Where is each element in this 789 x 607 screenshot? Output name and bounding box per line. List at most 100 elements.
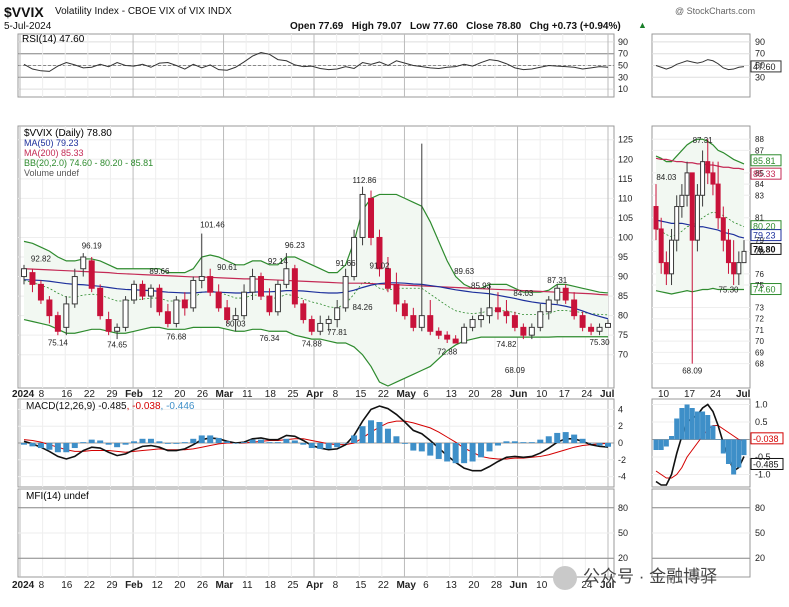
price-annotation: 89.63 bbox=[454, 267, 475, 276]
candle-down bbox=[376, 236, 383, 270]
zoom-price-value: 74.60 bbox=[753, 285, 776, 295]
candle-up bbox=[596, 326, 603, 332]
ma50-line bbox=[23, 279, 609, 320]
zoom-rsi-value-box bbox=[750, 60, 782, 73]
price-tick-label: 75 bbox=[618, 330, 628, 340]
macd-histogram-bar bbox=[274, 442, 281, 443]
rsi-line bbox=[23, 51, 609, 72]
candle-down bbox=[164, 311, 171, 324]
macd-histogram-bar bbox=[97, 440, 104, 443]
x-axis-label: Jun bbox=[510, 389, 528, 400]
macd-histogram-bar bbox=[571, 434, 578, 443]
zoom-price-value: 85.33 bbox=[753, 169, 776, 179]
x-axis-label-bottom: 24 bbox=[581, 580, 593, 591]
x-axis-label: 16 bbox=[61, 389, 73, 400]
macd-histogram-bar bbox=[605, 443, 611, 447]
rsi-tick-label: 50 bbox=[618, 61, 628, 71]
candle-down bbox=[181, 299, 188, 309]
x-axis-label-bottom: 22 bbox=[84, 580, 96, 591]
chart-header: $VVIX Volatility Index - CBOE VIX of VIX… bbox=[0, 0, 789, 34]
zoom-macd-tick-label: -1.0 bbox=[755, 470, 771, 480]
macd-histogram-bar bbox=[435, 443, 442, 459]
macd-tick-label: 0 bbox=[618, 438, 623, 448]
macd-histogram-bar bbox=[105, 443, 112, 445]
zoom-x-axis-label: 17 bbox=[684, 389, 696, 400]
x-axis-label-bottom: 22 bbox=[378, 580, 390, 591]
macd-histogram-bar bbox=[427, 443, 434, 456]
zoom-macd-histogram-bar bbox=[689, 408, 695, 440]
price-annotation: 96.19 bbox=[82, 241, 103, 250]
zoom-mfi-tick-label: 20 bbox=[755, 553, 765, 563]
price-tick-label: 80 bbox=[618, 311, 628, 321]
macd-histogram-bar bbox=[114, 443, 121, 448]
candle-up bbox=[359, 193, 366, 238]
zoom-macd-histogram-bar bbox=[694, 411, 700, 440]
zoom-price-value: 85.81 bbox=[753, 156, 776, 166]
price-annotation: 91.66 bbox=[336, 259, 357, 268]
macd-histogram-bar bbox=[156, 441, 163, 443]
price-annotation: 84.26 bbox=[353, 303, 374, 312]
price-annotation: 74.65 bbox=[107, 341, 128, 350]
zoom-macd-histogram-bar bbox=[741, 439, 747, 456]
x-axis-label: 12 bbox=[152, 389, 164, 400]
x-axis-label: 20 bbox=[174, 389, 186, 400]
candle-down bbox=[224, 307, 231, 321]
x-axis-label: 8 bbox=[39, 389, 45, 400]
zoom-macd-histogram-bar bbox=[736, 439, 742, 468]
candle-down bbox=[88, 260, 95, 289]
zoom-rsi-line bbox=[655, 59, 745, 71]
candle-down bbox=[571, 299, 578, 317]
macd-histogram-bar bbox=[224, 441, 231, 443]
zoom-macd-histogram-bar bbox=[705, 415, 711, 440]
macd-histogram-bar bbox=[173, 443, 180, 444]
candle-down bbox=[444, 334, 451, 340]
candle-down bbox=[384, 268, 391, 289]
rsi-tick-label: 90 bbox=[618, 37, 628, 47]
macd-histogram-bar bbox=[545, 436, 552, 443]
zoom-price-value-box bbox=[750, 283, 782, 296]
x-axis-label-bottom: 12 bbox=[152, 580, 164, 591]
candle-up bbox=[198, 276, 205, 281]
price-tick-label: 110 bbox=[618, 193, 632, 203]
candle-down bbox=[46, 299, 53, 317]
chart-date: 5-Jul-2024 bbox=[4, 21, 52, 32]
x-axis-label: 13 bbox=[446, 389, 458, 400]
candle-up bbox=[232, 315, 239, 321]
zoom-macd-histogram-bar bbox=[658, 439, 664, 450]
macd-histogram-bar bbox=[368, 420, 375, 443]
price-tick-label: 125 bbox=[618, 135, 633, 145]
zoom-macd-histogram-bar bbox=[710, 425, 716, 440]
macd-histogram-bar bbox=[351, 435, 358, 443]
zoom-price-value-box bbox=[750, 229, 782, 242]
watermark: 公众号 · 金融博驿 bbox=[553, 562, 717, 590]
ma200-line bbox=[23, 268, 609, 296]
x-axis-label: 15 bbox=[355, 389, 367, 400]
zoom-price-value-box bbox=[750, 167, 782, 180]
price-legend-ma200: MA(200) 85.33 bbox=[24, 148, 84, 158]
price-tick-label: 115 bbox=[618, 174, 632, 184]
x-axis-label: May bbox=[396, 389, 416, 400]
candle-down bbox=[410, 315, 417, 328]
zoom-macd-histogram-bar bbox=[674, 418, 680, 440]
x-axis-label-bottom: 8 bbox=[333, 580, 339, 591]
price-tick-label: 70 bbox=[618, 350, 628, 360]
candle-up bbox=[351, 236, 358, 278]
zoom-macd-histogram-bar bbox=[663, 439, 669, 447]
macd-histogram-bar bbox=[300, 443, 307, 445]
zoom-price-tick-label: 87 bbox=[755, 146, 764, 155]
candle-down bbox=[105, 319, 112, 332]
macd-histogram-bar bbox=[401, 443, 408, 444]
x-axis-label: Feb bbox=[125, 389, 143, 400]
candle-up bbox=[21, 268, 27, 278]
zoom-mfi-tick-label: 50 bbox=[755, 528, 765, 538]
candle-up bbox=[528, 326, 535, 336]
zoom-price-annotation: 87.31 bbox=[693, 136, 714, 145]
bollinger-upper-line bbox=[23, 193, 609, 294]
zoom-candle-down bbox=[725, 239, 731, 264]
x-axis-label: Apr bbox=[306, 389, 323, 400]
zoom-candle-up bbox=[679, 194, 685, 208]
ohlc-summary: Open 77.69 High 79.07 Low 77.60 Close 78… bbox=[290, 21, 621, 32]
zoom-candle-down bbox=[715, 183, 721, 219]
change-up-icon: ▲ bbox=[638, 20, 647, 30]
